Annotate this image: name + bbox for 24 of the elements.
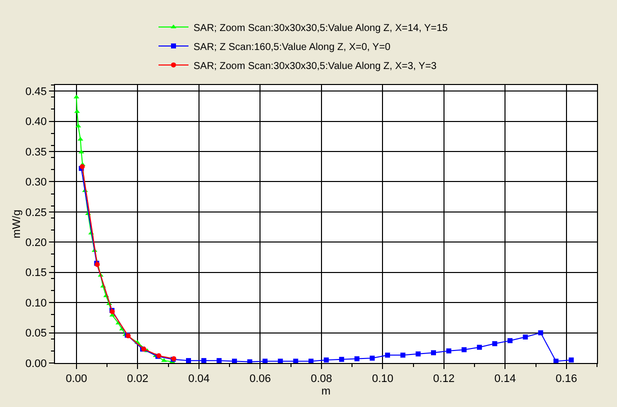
- y-tick-label: 0.30: [25, 176, 47, 189]
- x-tick-label: 0.06: [249, 373, 271, 386]
- x-tick-label: 0.04: [188, 373, 210, 386]
- legend-label: SAR; Z Scan:160,5:Value Along Z, X=0, Y=0: [194, 42, 391, 53]
- y-tick-label: 0.40: [25, 116, 47, 128]
- y-tick-label: 0.05: [25, 328, 47, 340]
- y-tick-label: 0.25: [25, 206, 47, 219]
- y-axis-title: mW/g: [11, 210, 24, 238]
- y-tick-label: 0.35: [25, 146, 47, 158]
- legend-label: SAR; Zoom Scan:30x30x30,5:Value Along Z, X=14, Y=15: [194, 22, 448, 34]
- x-tick-label: 0.08: [310, 373, 332, 386]
- y-tick-label: 0.15: [25, 267, 47, 280]
- x-tick-label: 0.12: [433, 373, 455, 386]
- x-tick-label: 0.00: [66, 373, 88, 386]
- y-tick-label: 0.10: [25, 297, 47, 310]
- x-tick-label: 0.14: [494, 373, 516, 386]
- y-tick-label: 0.00: [25, 358, 47, 370]
- legend-label: SAR; Zoom Scan:30x30x30,5:Value Along Z, X=3, Y=3: [194, 60, 438, 72]
- y-tick-label: 0.20: [25, 236, 47, 249]
- y-tick-label: 0.45: [25, 86, 47, 98]
- x-tick-label: 0.02: [126, 373, 148, 386]
- x-axis-title: m: [321, 385, 331, 398]
- x-tick-label: 0.16: [556, 373, 578, 386]
- x-tick-label: 0.10: [372, 373, 394, 386]
